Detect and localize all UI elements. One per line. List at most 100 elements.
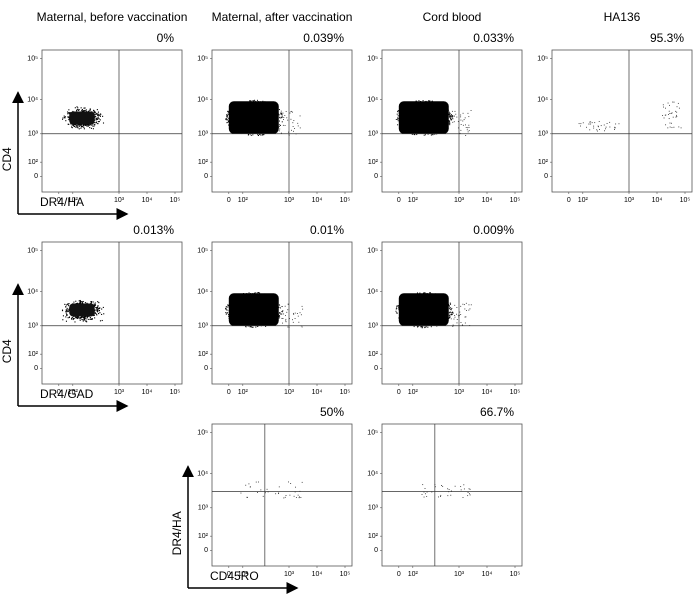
event-dot [65, 310, 67, 312]
event-dot [94, 122, 96, 124]
event-dot [225, 308, 227, 310]
event-dot [287, 119, 289, 121]
event-dot [419, 102, 421, 104]
event-dot [405, 323, 407, 325]
event-dot [95, 313, 97, 315]
y-tick-label: 10⁵ [367, 55, 378, 62]
event-dot [82, 302, 84, 304]
plot-frame [211, 423, 353, 567]
event-dot [79, 300, 81, 302]
event-dot [226, 117, 228, 119]
event-dot [238, 102, 240, 104]
event-dot [89, 108, 91, 111]
event-dot [459, 132, 461, 134]
y-tick-label: 10² [368, 351, 379, 358]
event-dot [237, 322, 239, 324]
event-dot [248, 292, 250, 294]
event-dot [411, 102, 413, 104]
event-dot [294, 491, 296, 493]
event-dot [274, 299, 276, 301]
event-dot [76, 125, 78, 127]
event-dot [441, 485, 442, 486]
event-dot [398, 317, 400, 319]
event-dot [94, 312, 96, 314]
event-dot [409, 131, 411, 133]
event-dot [452, 326, 454, 327]
event-dot [257, 491, 259, 493]
event-dot [76, 302, 79, 304]
event-dot [238, 103, 240, 105]
event-dot [245, 484, 247, 486]
event-dot [444, 126, 446, 128]
event-dot [418, 100, 420, 102]
event-dot [246, 496, 248, 498]
event-dot [295, 497, 297, 499]
event-dot [247, 496, 248, 498]
y-tick-label: 10³ [198, 323, 209, 330]
event-dot [450, 303, 452, 305]
event-dot [403, 297, 405, 299]
event-dot [225, 307, 227, 309]
gate-percentage: 0.01% [310, 223, 344, 237]
event-dot [82, 126, 84, 128]
event-dot [240, 104, 242, 106]
event-dot [423, 491, 425, 493]
event-dot [398, 307, 400, 309]
event-dot [593, 127, 595, 129]
x-tick-label: 0 [227, 389, 231, 396]
event-dot [252, 326, 254, 328]
event-dot [667, 127, 669, 129]
event-dot [448, 308, 450, 310]
event-dot [460, 305, 462, 307]
event-dot [409, 102, 411, 104]
event-dot [437, 323, 439, 325]
event-dot [73, 317, 75, 319]
y-tick-label: 10⁵ [27, 55, 38, 62]
event-dot [440, 496, 442, 497]
event-dot [76, 110, 78, 112]
event-dot [397, 305, 399, 307]
event-dot [609, 126, 611, 128]
event-dot [286, 117, 288, 119]
event-dot [409, 296, 411, 298]
event-dot [82, 316, 84, 319]
event-dot [226, 116, 228, 118]
event-dot [235, 320, 237, 322]
event-dot [404, 105, 406, 107]
event-dot [285, 321, 287, 323]
event-dot [248, 483, 250, 485]
event-dot [424, 488, 426, 489]
event-dot [67, 123, 69, 125]
event-dot [78, 109, 80, 111]
event-dot [449, 307, 451, 309]
event-dot [462, 124, 464, 126]
event-dot [69, 112, 71, 114]
event-dot [438, 324, 440, 326]
panel-title: Maternal, after vaccination [212, 10, 353, 24]
event-dot [78, 317, 80, 319]
event-dot [94, 312, 96, 314]
event-dot [446, 106, 448, 108]
event-dot [676, 114, 677, 116]
event-dot [94, 302, 96, 304]
plot-frame [41, 241, 183, 385]
event-dot [456, 307, 458, 308]
event-dot [298, 497, 300, 499]
event-dot [236, 296, 238, 298]
event-dot [399, 123, 401, 125]
event-dot [272, 130, 274, 132]
event-dot [77, 316, 79, 318]
event-dot [97, 113, 99, 115]
x-tick-label: 10⁴ [312, 389, 323, 396]
event-dot [240, 324, 242, 326]
event-dot [296, 313, 298, 314]
event-dot [603, 130, 605, 132]
event-dot [426, 495, 428, 497]
event-dot [76, 317, 78, 320]
event-dot [98, 114, 100, 116]
event-dot [400, 109, 402, 111]
event-dot [451, 312, 453, 314]
event-dot [259, 292, 261, 294]
event-dot [93, 314, 95, 316]
